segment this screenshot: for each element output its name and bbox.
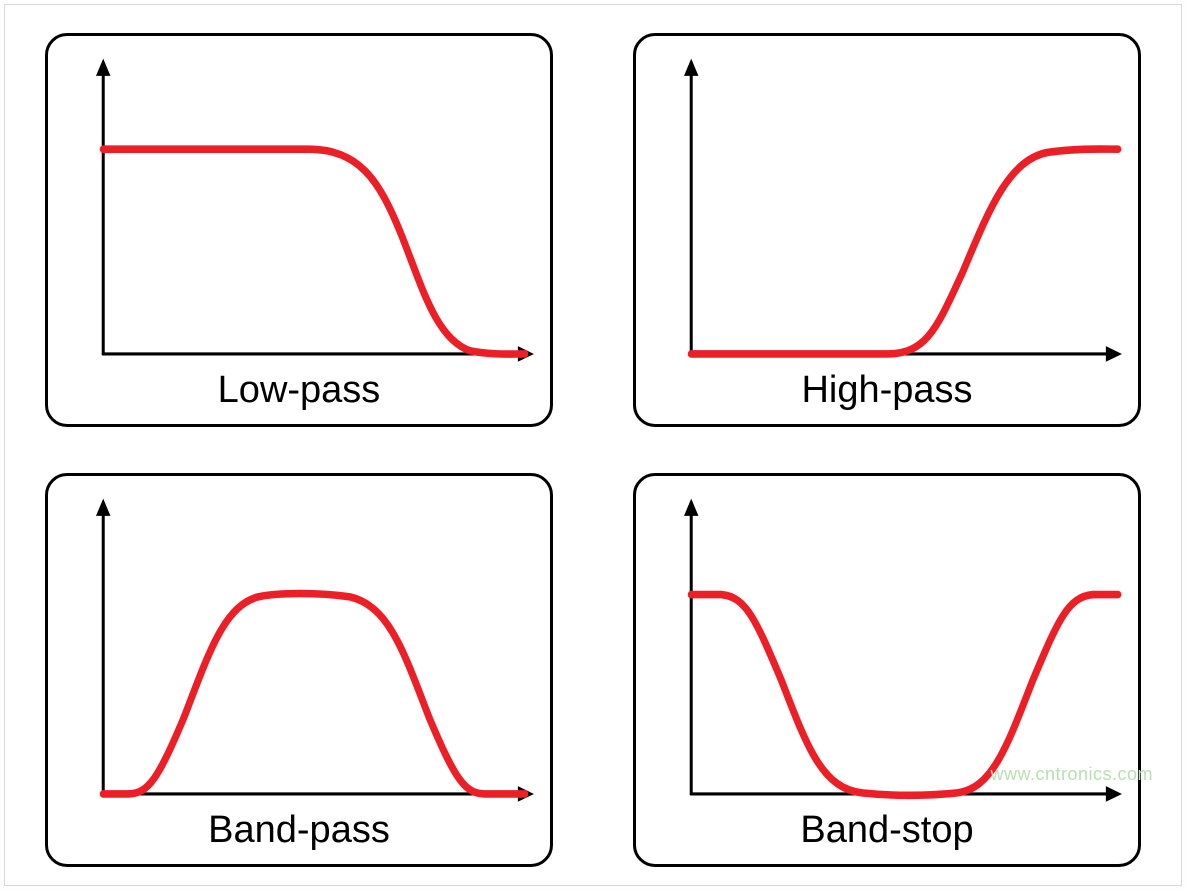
response-curve: [103, 149, 525, 354]
panel-band-stop: Band-stop: [593, 445, 1181, 885]
panel-label: High-pass: [636, 369, 1138, 412]
panel-box: Low-pass: [45, 33, 553, 427]
panel-label: Low-pass: [48, 369, 550, 412]
chart-svg: [48, 36, 550, 424]
watermark-text: www.cntronics.com: [990, 764, 1153, 785]
panel-box: Band-stop: [633, 473, 1141, 867]
panel-low-pass: Low-pass: [5, 5, 593, 445]
chart-svg: [636, 476, 1138, 864]
panel-label: Band-pass: [48, 809, 550, 852]
panel-high-pass: High-pass: [593, 5, 1181, 445]
figure-frame: Low-pass High-pass Band-pass: [4, 4, 1182, 886]
panel-label: Band-stop: [636, 809, 1138, 852]
panel-grid: Low-pass High-pass Band-pass: [5, 5, 1181, 885]
chart-svg: [636, 36, 1138, 424]
response-curve: [103, 593, 525, 793]
response-curve: [691, 149, 1118, 354]
panel-box: Band-pass: [45, 473, 553, 867]
chart-svg: [48, 476, 550, 864]
panel-box: High-pass: [633, 33, 1141, 427]
panel-band-pass: Band-pass: [5, 445, 593, 885]
